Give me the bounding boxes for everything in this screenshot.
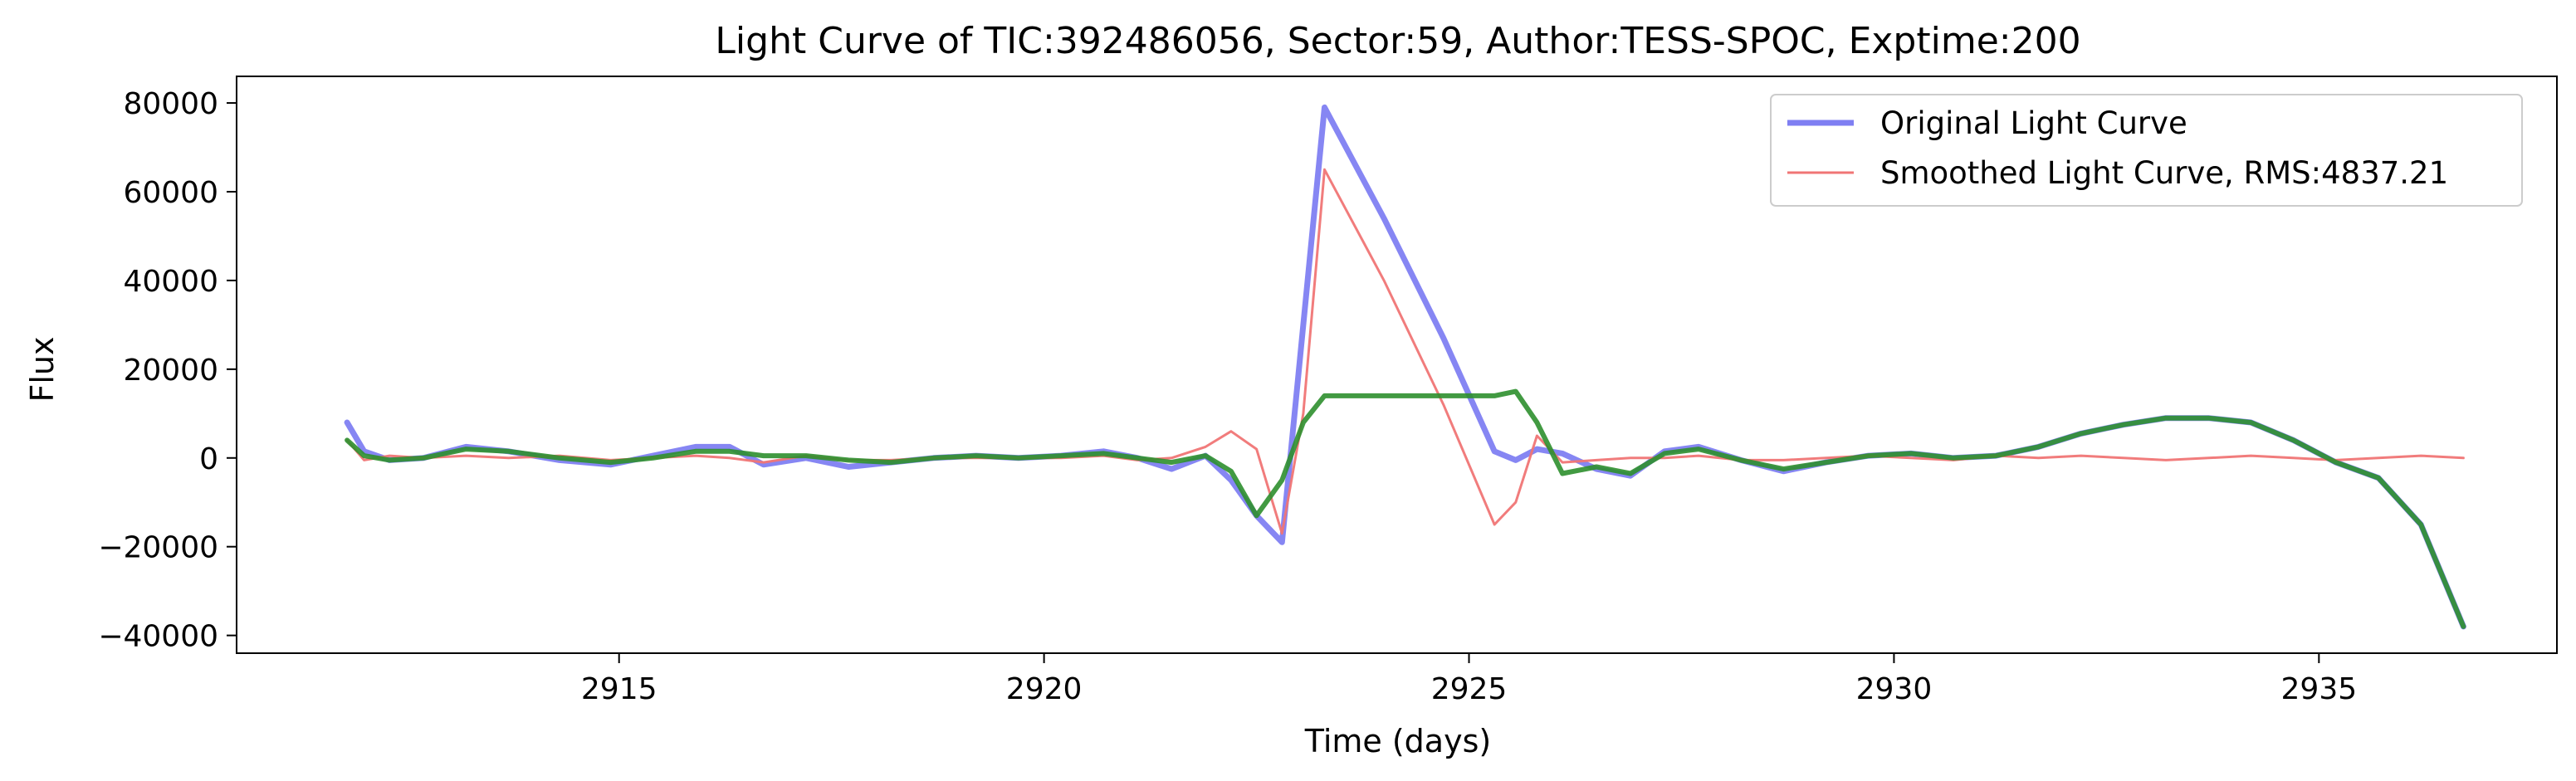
axes-frame <box>236 76 2558 654</box>
x-axis-label: Time (days) <box>1304 723 1491 759</box>
series-layer <box>344 104 2466 630</box>
legend-box <box>1770 94 2523 207</box>
y-tick-label: −20000 <box>98 531 218 565</box>
series-line-green <box>345 388 2466 629</box>
x-tick-label: 2930 <box>1856 672 1933 706</box>
y-axis-ticks: −40000 −20000 0 20000 40000 60000 80000 <box>98 87 237 654</box>
series-line-smoothed <box>345 168 2465 535</box>
plot-area: 2915 2920 2925 2930 2935 −40000 −20000 0 20000 4… <box>98 76 2558 706</box>
y-tick-label: 20000 <box>123 354 218 388</box>
legend-label-original: Original Light Curve <box>1880 105 2187 141</box>
x-tick-label: 2915 <box>581 672 657 706</box>
y-tick-label: 80000 <box>123 87 218 121</box>
legend-label-smoothed: Smoothed Light Curve, RMS:4837.21 <box>1880 155 2448 191</box>
chart-title: Light Curve of TIC:392486056, Sector:59,… <box>715 20 2080 62</box>
y-axis-label: Flux <box>24 337 61 403</box>
x-axis-ticks: 2915 2920 2925 2930 2935 <box>581 653 2357 706</box>
x-tick-label: 2925 <box>1431 672 1508 706</box>
x-tick-label: 2920 <box>1006 672 1083 706</box>
y-tick-label: −40000 <box>98 620 218 654</box>
y-tick-label: 40000 <box>123 265 218 299</box>
y-tick-label: 60000 <box>123 176 218 210</box>
legend: Original Light Curve Smoothed Light Curv… <box>1770 94 2523 207</box>
y-tick-label: 0 <box>199 442 218 476</box>
x-tick-label: 2935 <box>2281 672 2358 706</box>
